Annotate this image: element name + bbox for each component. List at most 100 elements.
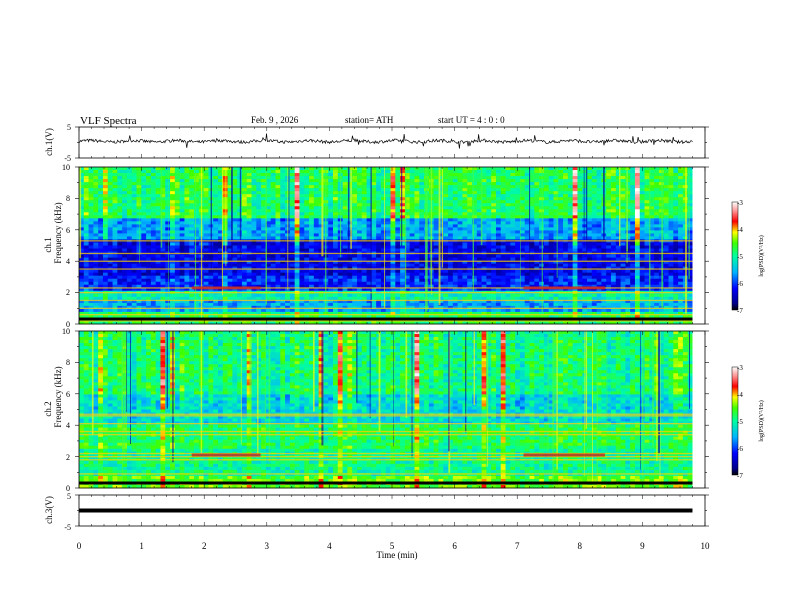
spectrogram-cell (275, 194, 281, 198)
spectrogram-cell (347, 284, 353, 289)
spectrogram-cell (337, 311, 343, 316)
spectrogram-cell (179, 218, 185, 222)
spectrogram-cell (481, 173, 487, 177)
spectrogram-cell (241, 269, 248, 274)
spectrogram-cell (519, 272, 526, 277)
spectrogram-cell (189, 191, 195, 195)
spectrogram-cell (361, 167, 367, 171)
spectrogram-cell (93, 278, 99, 283)
spectrogram-cell (246, 242, 252, 246)
spectrogram-cell (472, 236, 478, 240)
spectrogram-cell (500, 236, 506, 240)
spectrogram-cell (174, 287, 181, 292)
spectrogram-cell (361, 212, 367, 216)
spectrogram-cell (131, 206, 137, 210)
spectrogram-cell (265, 221, 272, 225)
spectrogram-cell (486, 299, 492, 304)
spectrogram-cell (443, 260, 449, 265)
spectrogram-cell (452, 212, 459, 216)
spectrogram-cell (189, 206, 195, 210)
spectrogram-cell (380, 314, 387, 319)
spectrogram-cell (261, 203, 267, 207)
spectrogram-cell (270, 224, 276, 228)
spectrogram-cell (194, 170, 200, 174)
spectrogram-cell (141, 182, 147, 186)
spectrogram-cell (261, 275, 267, 280)
spectrogram-cell (165, 311, 171, 316)
spectrogram-cell (438, 170, 444, 174)
spectrogram-cell (107, 182, 113, 186)
spectrogram-cell (376, 299, 382, 304)
spectrogram-cell (150, 284, 157, 289)
spectrogram-cell (194, 263, 200, 268)
spectrogram-cell (400, 212, 406, 216)
spectrogram-cell (174, 179, 181, 183)
spectrogram-cell (217, 278, 224, 283)
spectrogram-cell (438, 230, 444, 234)
spectrogram-cell (328, 215, 334, 219)
spectrogram-cell (155, 206, 161, 210)
spectrogram-cell (194, 218, 200, 222)
spectrogram-cell (146, 218, 152, 222)
spectrogram-cell (414, 302, 420, 307)
spectrogram-cell (443, 200, 449, 204)
spectrogram-cell (371, 245, 377, 249)
spectrogram-cell (208, 314, 214, 319)
spectrogram-cell (380, 302, 387, 307)
spectrogram-cell (237, 302, 243, 307)
spectrogram-cell (309, 305, 315, 310)
spectrogram-cell (486, 197, 492, 201)
spectrogram-cell (174, 275, 181, 280)
spectrogram-cell (150, 179, 157, 183)
spectrogram-cell (246, 320, 252, 325)
spectrogram-cell (256, 176, 262, 180)
spectrogram-cell (265, 200, 272, 204)
spectrogram-cell (289, 311, 296, 316)
spectrogram-cell (237, 305, 243, 310)
spectrogram-cell (88, 197, 94, 201)
spectrogram-cell (457, 320, 463, 325)
spectrogram-cell (217, 266, 224, 271)
spectrogram-cell (222, 200, 228, 204)
spectrogram-cell (155, 284, 161, 289)
spectrogram-cell (150, 167, 157, 171)
spectrogram-cell (515, 188, 521, 192)
spectrogram-cell (452, 278, 459, 283)
spectrogram-cell (83, 248, 89, 252)
spectrogram-cell (419, 200, 425, 204)
spectrogram-cell (117, 287, 123, 292)
spectrogram-cell (160, 233, 166, 237)
spectrogram-cell (165, 191, 171, 195)
spectrogram-cell (174, 191, 181, 195)
spectrogram-cell (160, 194, 166, 198)
spectrogram-cell (337, 296, 343, 301)
spectrogram-cell (342, 206, 348, 210)
spectrogram-cell (174, 230, 181, 234)
spectrogram-cell (179, 203, 185, 207)
spectrogram-cell (208, 281, 214, 286)
spectrogram-cell (304, 209, 310, 213)
spectrogram-cell (79, 278, 85, 283)
spectrogram-cell (347, 179, 353, 183)
spectrogram-cell (251, 233, 257, 237)
spectrogram-cell (203, 197, 209, 201)
spectrogram-cell (366, 287, 372, 292)
spectrogram-cell (146, 248, 152, 252)
spectrogram-cell (217, 215, 224, 219)
spectrogram-cell (486, 236, 492, 240)
spectrogram-cell (213, 287, 219, 292)
spectrogram-cell (380, 200, 387, 204)
spectrogram-cell (102, 272, 109, 277)
spectrogram-cell (443, 278, 449, 283)
spectrogram-cell (146, 200, 152, 204)
spectrogram-cell (505, 215, 511, 219)
spectrogram-cell (519, 176, 526, 180)
spectrogram-cell (519, 173, 526, 177)
spectrogram-cell (83, 281, 89, 286)
spectrogram-cell (227, 272, 233, 277)
spectrogram-cell (246, 293, 252, 298)
spectrogram-cell (93, 245, 99, 249)
spectrogram-cell (194, 209, 200, 213)
spectrogram-cell (515, 299, 521, 304)
spectrogram-cell (452, 233, 459, 237)
